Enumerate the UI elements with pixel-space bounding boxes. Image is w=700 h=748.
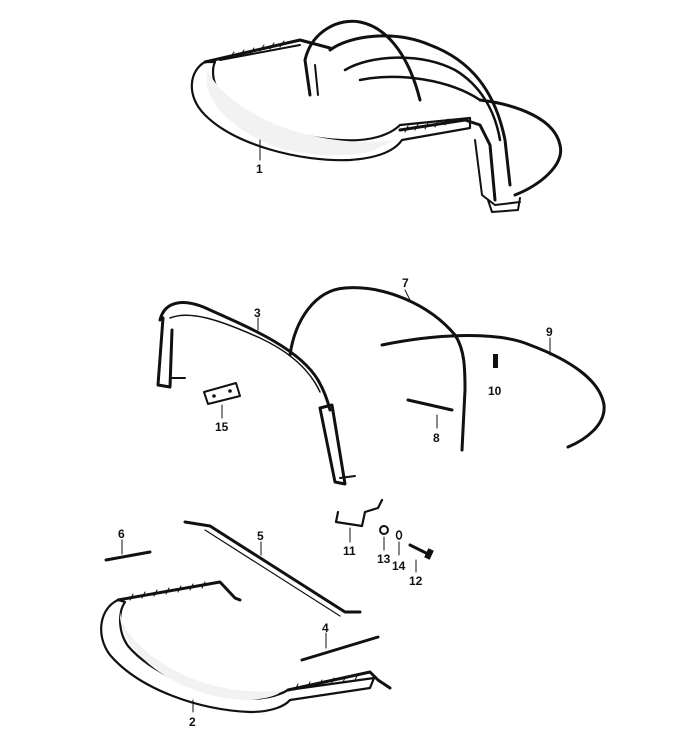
part-2-rear-frame: [100, 580, 392, 714]
part-label-9: 9: [546, 325, 553, 339]
part-4-rod: [300, 632, 380, 662]
part-3-front-bow: [156, 301, 356, 486]
part-5-long-rod: [183, 520, 362, 617]
part-label-5: 5: [257, 529, 264, 543]
part-9-rear-bow: [380, 334, 606, 449]
part-label-1: 1: [256, 162, 263, 176]
part-11-bracket: [334, 498, 384, 543]
part-label-11: 11: [343, 544, 356, 558]
part-10-stud: [493, 354, 498, 368]
part-label-12: 12: [409, 574, 423, 588]
part-label-10: 10: [488, 384, 502, 398]
part-label-7: 7: [402, 276, 409, 290]
part-12-bolt: [408, 543, 434, 573]
part-13-washer: [379, 525, 389, 551]
part-8-link-bar: [406, 398, 454, 429]
part-label-4: 4: [322, 621, 329, 635]
part-6-short-rod: [104, 539, 152, 562]
part-14-lock-washer: [395, 530, 403, 556]
part-label-3: 3: [254, 306, 261, 320]
part-label-2: 2: [189, 715, 196, 729]
part-7-middle-bow: [288, 286, 467, 452]
part-label-6: 6: [118, 527, 125, 541]
part-15-plate: [203, 382, 241, 419]
part-label-13: 13: [377, 552, 391, 566]
part-1-assembled-top: [190, 19, 563, 213]
part-label-8: 8: [433, 431, 440, 445]
part-label-15: 15: [215, 420, 229, 434]
part-label-14: 14: [392, 559, 406, 573]
